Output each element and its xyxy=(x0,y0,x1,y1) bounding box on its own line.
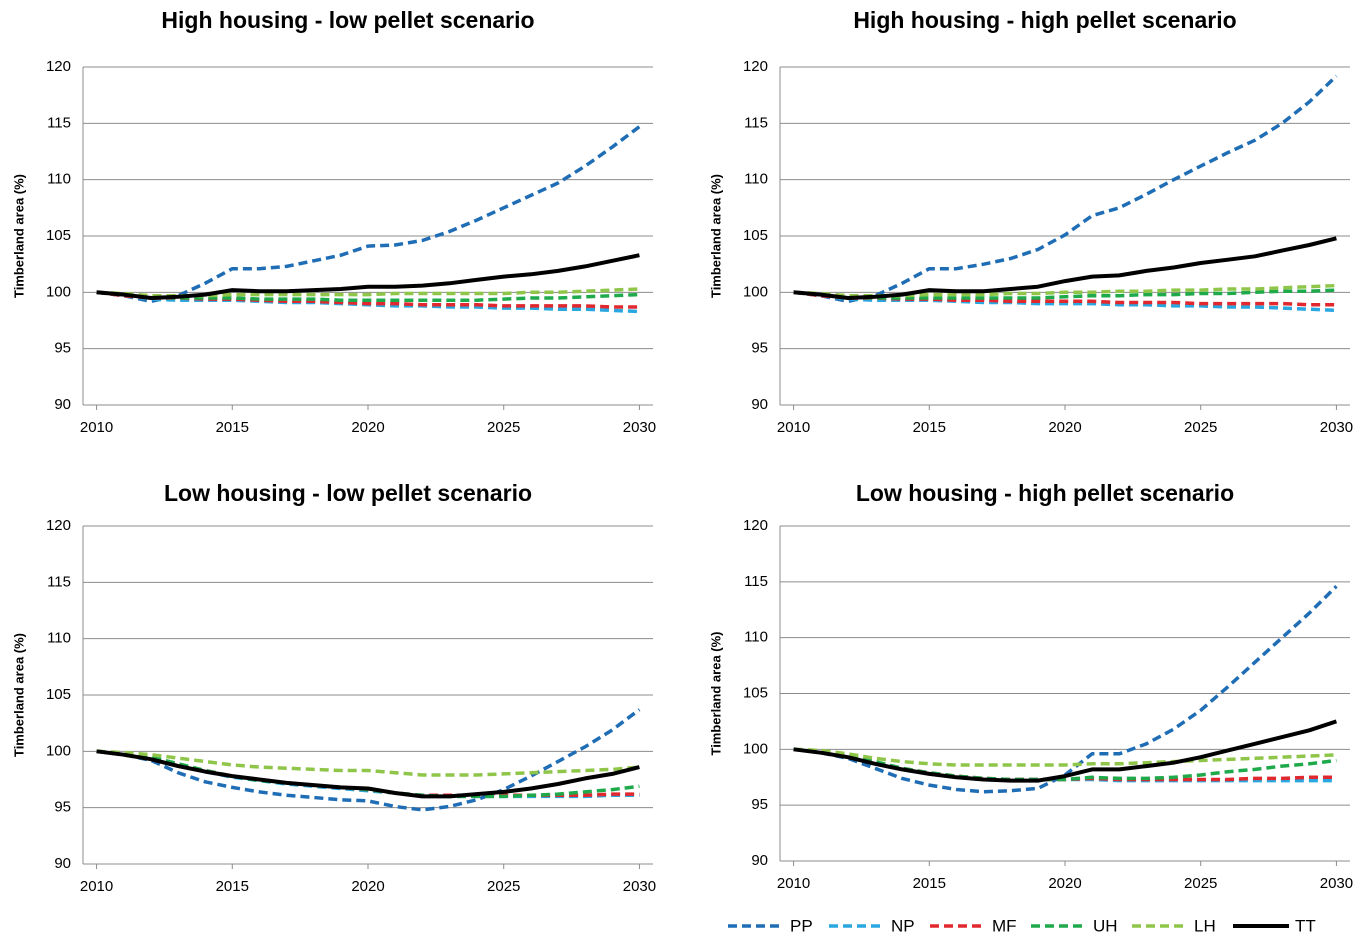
x-tick-label: 2025 xyxy=(487,419,520,436)
y-tick-label: 115 xyxy=(47,573,71,590)
x-tick-label: 2025 xyxy=(1184,419,1217,436)
y-tick-label: 105 xyxy=(46,686,71,703)
y-tick-label: 105 xyxy=(46,227,71,244)
x-tick-label: 2015 xyxy=(913,419,946,436)
series-line xyxy=(793,74,1338,304)
x-tick-label: 2010 xyxy=(80,878,113,895)
x-tick-label: 2020 xyxy=(351,878,384,895)
legend-label: MF xyxy=(992,916,1017,935)
y-tick-label: 115 xyxy=(744,573,768,590)
x-tick-label: 2015 xyxy=(216,419,249,436)
x-tick-label: 2020 xyxy=(1048,875,1081,892)
x-tick-label: 2010 xyxy=(777,419,810,436)
chart-title: High housing - high pellet scenario xyxy=(853,7,1236,33)
y-tick-label: 90 xyxy=(54,855,71,872)
series-line xyxy=(793,236,1337,300)
y-tick-label: 100 xyxy=(46,742,71,759)
y-tick-label: 110 xyxy=(47,630,71,647)
x-tick-label: 2030 xyxy=(1320,419,1353,436)
x-tick-label: 2030 xyxy=(1320,875,1353,892)
x-tick-label: 2030 xyxy=(623,419,656,436)
y-tick-label: 110 xyxy=(47,171,71,188)
x-tick-label: 2010 xyxy=(80,419,113,436)
series-line xyxy=(96,749,640,799)
chart-title: High housing - low pellet scenario xyxy=(161,7,534,33)
y-axis-label: Timberland area (%) xyxy=(11,174,26,298)
x-tick-label: 2015 xyxy=(216,878,249,895)
y-tick-label: 120 xyxy=(46,517,71,534)
x-tick-label: 2025 xyxy=(487,878,520,895)
series-line xyxy=(96,708,641,812)
y-tick-label: 105 xyxy=(743,684,768,701)
x-tick-label: 2015 xyxy=(913,875,946,892)
y-tick-label: 120 xyxy=(46,58,71,75)
legend-label: TT xyxy=(1295,916,1316,935)
series-line xyxy=(96,253,640,300)
y-tick-label: 110 xyxy=(744,629,768,646)
x-tick-label: 2020 xyxy=(351,419,384,436)
x-tick-label: 2030 xyxy=(623,878,656,895)
y-tick-label: 100 xyxy=(743,283,768,300)
x-tick-label: 2025 xyxy=(1184,875,1217,892)
x-tick-label: 2010 xyxy=(777,875,810,892)
y-tick-label: 100 xyxy=(46,283,71,300)
series-line xyxy=(793,585,1338,794)
y-tick-label: 95 xyxy=(54,340,71,357)
series-line xyxy=(96,749,640,777)
legend-label: LH xyxy=(1194,916,1216,935)
y-tick-label: 115 xyxy=(47,114,71,131)
y-tick-label: 120 xyxy=(743,58,768,75)
y-tick-label: 105 xyxy=(743,227,768,244)
y-tick-label: 115 xyxy=(744,114,768,131)
series-line xyxy=(793,719,1338,783)
x-tick-label: 2020 xyxy=(1048,419,1081,436)
y-tick-label: 90 xyxy=(751,396,768,413)
series-line xyxy=(793,290,1337,313)
y-axis-label: Timberland area (%) xyxy=(11,633,26,757)
y-tick-label: 100 xyxy=(743,740,768,757)
chart-title: Low housing - high pellet scenario xyxy=(856,480,1234,506)
legend-label: NP xyxy=(891,916,915,935)
y-tick-label: 95 xyxy=(751,796,768,813)
y-tick-label: 90 xyxy=(751,852,768,869)
legend-label: PP xyxy=(790,916,813,935)
y-axis-label: Timberland area (%) xyxy=(708,631,723,755)
y-tick-label: 110 xyxy=(744,171,768,188)
series-line xyxy=(793,283,1337,298)
series-line xyxy=(96,125,641,304)
y-tick-label: 95 xyxy=(54,799,71,816)
chart-title: Low housing - low pellet scenario xyxy=(164,480,532,506)
legend-label: UH xyxy=(1093,916,1118,935)
y-axis-label: Timberland area (%) xyxy=(708,174,723,298)
y-tick-label: 95 xyxy=(751,340,768,357)
series-line xyxy=(793,747,1337,767)
y-tick-label: 90 xyxy=(54,396,71,413)
y-tick-label: 120 xyxy=(743,517,768,534)
